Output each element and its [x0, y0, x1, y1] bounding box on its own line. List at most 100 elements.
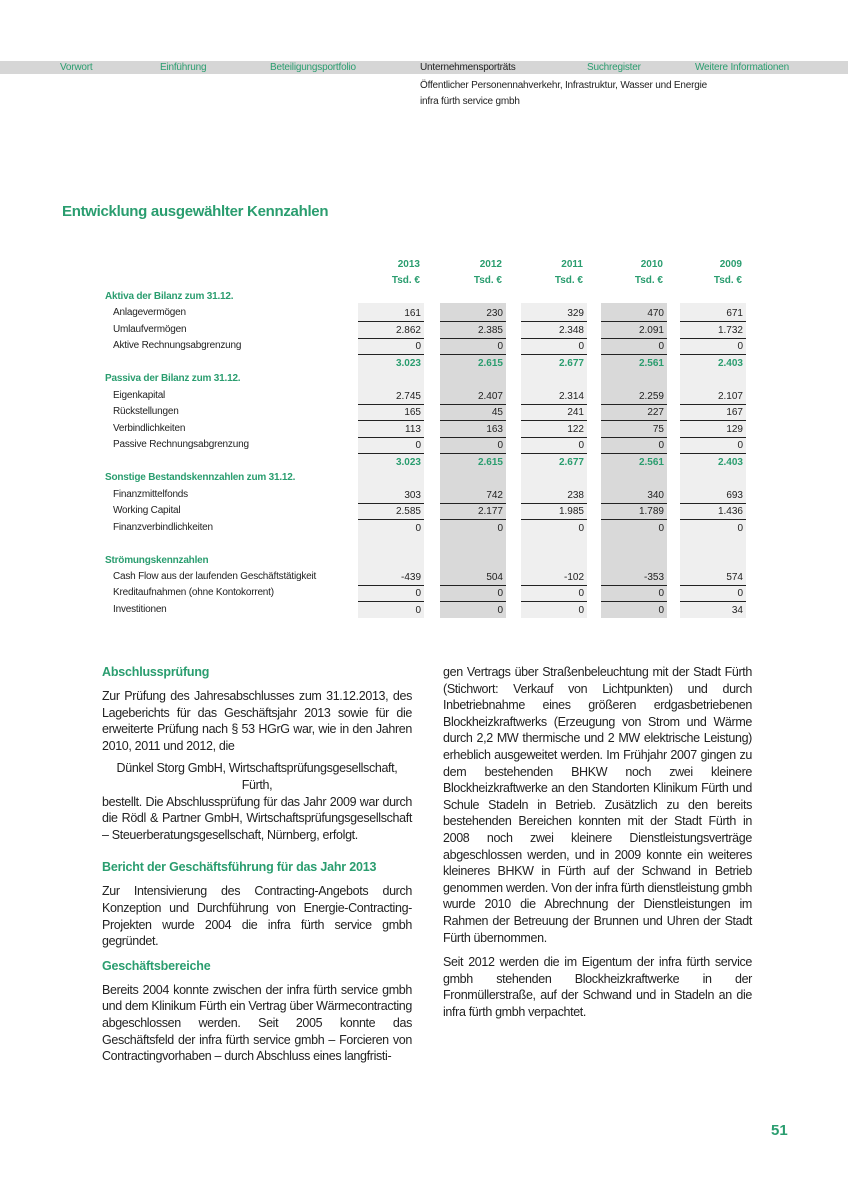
- unit-header: Tsd. €: [473, 275, 502, 286]
- value-cell: 1.985: [521, 504, 587, 521]
- page-number: 51: [771, 1122, 788, 1139]
- column-shade-2011: [521, 303, 587, 618]
- value-cell: 238: [521, 488, 587, 504]
- row-label: Eigenkapital: [113, 389, 166, 401]
- value-cell: 2.585: [358, 504, 424, 521]
- nav-weitere-informationen[interactable]: Weitere Informationen: [695, 62, 789, 73]
- total-cell: 3.023: [395, 456, 421, 468]
- value-cell: 2.745: [358, 389, 424, 405]
- total-cell: 2.403: [717, 357, 743, 369]
- value-cell: 0: [601, 586, 667, 603]
- unit-header: Tsd. €: [554, 275, 583, 286]
- value-cell: 303: [358, 488, 424, 504]
- value-cell: 0: [358, 586, 424, 603]
- value-cell: 0: [658, 604, 664, 616]
- row-label: Rückstellungen: [113, 406, 179, 418]
- value-cell: 0: [415, 604, 421, 616]
- value-cell: 1.789: [601, 504, 667, 521]
- nav-unternehmensportraets[interactable]: Unternehmensporträts: [420, 62, 516, 73]
- total-cell: 2.677: [558, 357, 584, 369]
- value-cell: 1.436: [680, 504, 746, 521]
- value-cell: 161: [358, 306, 424, 323]
- year-header: 2009: [719, 259, 742, 270]
- value-cell: 165: [358, 405, 424, 422]
- value-cell: 340: [601, 488, 667, 504]
- value-cell: 34: [731, 604, 743, 616]
- nav-einfuehrung[interactable]: Einführung: [160, 62, 207, 73]
- value-cell: 0: [358, 339, 424, 356]
- unit-header: Tsd. €: [713, 275, 742, 286]
- nav-bar: [0, 61, 848, 74]
- value-cell: -353: [601, 570, 667, 586]
- value-cell: 0: [680, 339, 746, 356]
- value-cell: 1.732: [680, 323, 746, 339]
- section-label: Strömungskennzahlen: [105, 554, 209, 566]
- column-shade-2013: [358, 303, 424, 618]
- value-cell: 230: [440, 306, 506, 323]
- right-text-column: gen Vertrags über Straßenbeleuchtung mit…: [443, 664, 752, 1020]
- value-cell: 0: [578, 522, 584, 534]
- row-label: Aktive Rechnungsabgrenzung: [113, 340, 242, 352]
- value-cell: 0: [601, 339, 667, 356]
- year-header: 2012: [479, 259, 502, 270]
- total-cell: 2.615: [477, 456, 503, 468]
- value-cell: 113: [358, 422, 424, 438]
- section-title: Entwicklung ausgewählter Kennzahlen: [62, 203, 329, 220]
- value-cell: 0: [601, 438, 667, 455]
- value-cell: 693: [680, 488, 746, 504]
- value-cell: 0: [521, 438, 587, 455]
- heading-abschlusspruefung: Abschlussprüfung: [102, 665, 210, 679]
- column-shade-2010: [601, 303, 667, 618]
- total-cell: 2.403: [717, 456, 743, 468]
- paragraph: gen Vertrags über Straßenbeleuchtung mit…: [443, 665, 752, 945]
- year-header: 2013: [397, 259, 420, 270]
- value-cell: 122: [521, 422, 587, 438]
- value-cell: 742: [440, 488, 506, 504]
- value-cell: 0: [440, 339, 506, 356]
- value-cell: 129: [680, 422, 746, 438]
- value-cell: 2.314: [521, 389, 587, 405]
- value-cell: 0: [680, 586, 746, 603]
- row-label: Working Capital: [113, 505, 181, 517]
- total-cell: 3.023: [395, 357, 421, 369]
- unit-header: Tsd. €: [391, 275, 420, 286]
- value-cell: 0: [578, 604, 584, 616]
- paragraph: bestellt. Die Abschlussprüfung für das J…: [102, 794, 412, 842]
- breadcrumb-category: Öffentlicher Personennahverkehr, Infrast…: [420, 80, 707, 91]
- value-cell: 0: [440, 586, 506, 603]
- value-cell: 0: [497, 522, 503, 534]
- value-cell: 0: [358, 438, 424, 455]
- value-cell: 329: [521, 306, 587, 323]
- total-cell: 2.561: [638, 456, 664, 468]
- paragraph: Seit 2012 werden die im Eigentum der inf…: [443, 955, 752, 1019]
- section-label: Passiva der Bilanz zum 31.12.: [105, 373, 241, 385]
- value-cell: 0: [521, 339, 587, 356]
- row-label: Kreditaufnahmen (ohne Kontokorrent): [113, 587, 274, 599]
- total-cell: 2.615: [477, 357, 503, 369]
- value-cell: 227: [601, 405, 667, 422]
- row-label: Anlagevermögen: [113, 307, 186, 319]
- value-cell: 163: [440, 422, 506, 438]
- value-cell: 2.091: [601, 323, 667, 339]
- value-cell: -439: [358, 570, 424, 586]
- heading-geschaeftsbereiche: Geschäftsbereiche: [102, 958, 211, 973]
- row-label: Finanzverbindlichkeiten: [113, 521, 213, 533]
- paragraph: Zur Intensivierung des Contracting-Angeb…: [102, 884, 412, 949]
- nav-vorwort[interactable]: Vorwort: [60, 62, 93, 73]
- year-header: 2010: [640, 259, 663, 270]
- value-cell: 2.107: [680, 389, 746, 405]
- value-cell: 0: [440, 438, 506, 455]
- value-cell: 0: [737, 522, 743, 534]
- value-cell: 2.177: [440, 504, 506, 521]
- nav-suchregister[interactable]: Suchregister: [587, 62, 641, 73]
- value-cell: 2.259: [601, 389, 667, 405]
- value-cell: 671: [680, 306, 746, 323]
- value-cell: 75: [601, 422, 667, 438]
- nav-beteiligungsportfolio[interactable]: Beteiligungsportfolio: [270, 62, 356, 73]
- auditor-name: Dünkel Storg GmbH, Wirtschaftsprüfungsge…: [116, 761, 398, 776]
- value-cell: 0: [680, 438, 746, 455]
- value-cell: 2.348: [521, 323, 587, 339]
- section-label: Sonstige Bestandskennzahlen zum 31.12.: [105, 472, 296, 484]
- year-header: 2011: [561, 259, 583, 270]
